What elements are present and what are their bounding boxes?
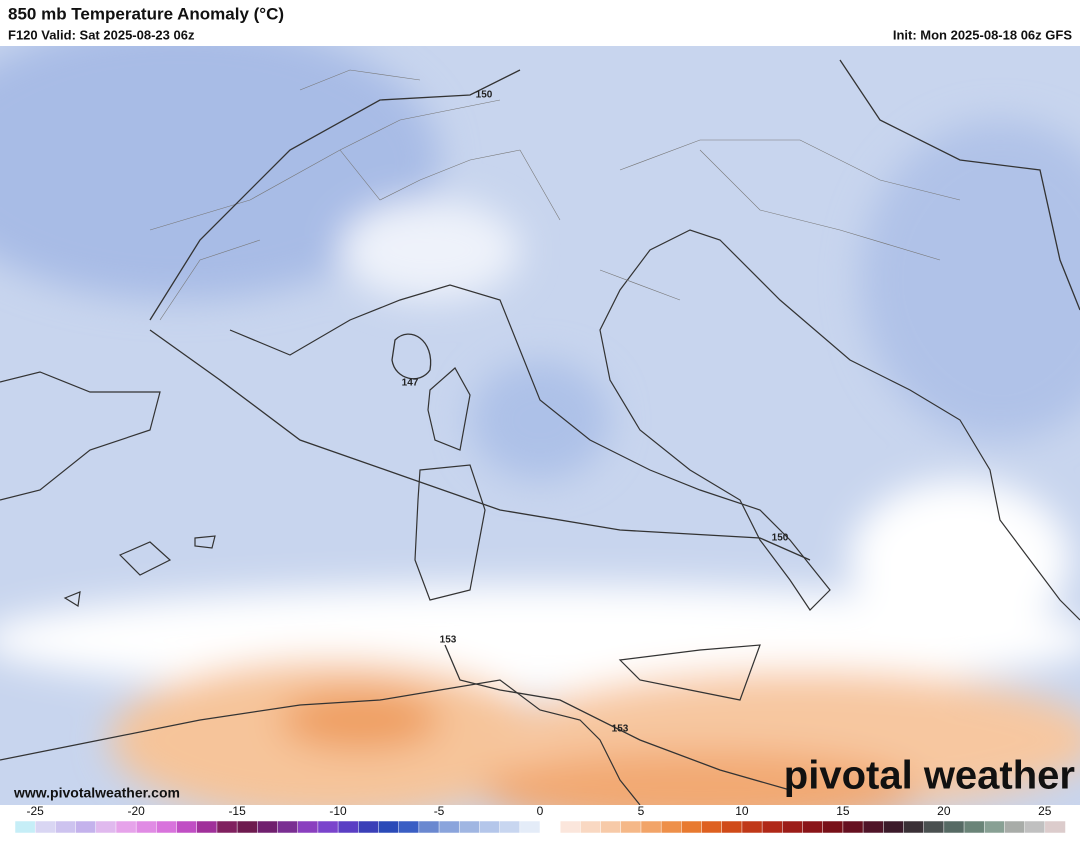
colorbar-swatch: [983, 820, 1006, 834]
colorbar-tick-label: 10: [735, 804, 749, 818]
colorbar-tick-label: 0: [537, 804, 544, 818]
colorbar-swatch: [236, 820, 259, 834]
colorbar-swatch: [640, 820, 662, 834]
colorbar-swatch: [539, 820, 561, 834]
sicily: [618, 644, 761, 701]
coastline: [0, 679, 641, 805]
colorbar-swatch: [358, 820, 380, 834]
colorbar-swatch: [115, 820, 137, 834]
colorbar-swatch: [499, 820, 521, 834]
colorbar-swatch: [438, 820, 460, 834]
colorbar-swatch: [257, 820, 279, 834]
balearic-islands: [63, 535, 216, 607]
colorbar-swatch: [216, 820, 238, 834]
colorbar-swatch: [277, 820, 299, 834]
borders: [149, 69, 961, 321]
colorbar-swatch: [963, 820, 985, 834]
contour-label: 147: [402, 378, 419, 389]
colorbar-swatch: [721, 820, 743, 834]
colorbar-tick-label: 15: [836, 804, 850, 818]
colorbar-swatch: [95, 820, 117, 834]
logo: pivotal weather: [784, 754, 1075, 798]
contour-label: 150: [772, 533, 789, 544]
colorbar-swatch: [378, 820, 400, 834]
colorbar-swatch: [34, 820, 57, 834]
corsica: [427, 367, 471, 451]
colorbar-swatch: [620, 820, 642, 834]
colorbar-swatch: [580, 820, 602, 834]
colorbar-swatch: [519, 820, 541, 834]
colorbar-swatch: [398, 820, 420, 834]
contour: [149, 69, 521, 321]
contour: [839, 59, 1080, 311]
colorbar-swatch: [1044, 820, 1066, 834]
colorbar-swatch: [600, 820, 622, 834]
colorbar-swatch: [701, 820, 723, 834]
contour: [444, 644, 791, 791]
colorbar-swatch: [903, 820, 925, 834]
colorbar-swatch: [337, 820, 360, 834]
colorbar-swatch: [55, 820, 77, 834]
title: 850 mb Temperature Anomaly (°C): [8, 4, 284, 23]
colorbar-swatch: [761, 820, 784, 834]
colorbar-swatch: [782, 820, 804, 834]
colorbar-swatch: [1004, 820, 1026, 834]
contour: [391, 333, 432, 380]
colorbar-swatch: [418, 820, 440, 834]
colorbar-swatch: [862, 820, 885, 834]
colorbar-tick-label: -20: [127, 804, 145, 818]
colorbar-swatch: [176, 820, 198, 834]
contour-label: 153: [440, 635, 457, 646]
colorbar-swatch: [75, 820, 97, 834]
colorbar-tick-label: -15: [228, 804, 246, 818]
colorbar-swatch: [802, 820, 824, 834]
colorbar-tick-label: -25: [27, 804, 45, 818]
colorbar: -25 -20 -15 -10 -5 0 5 10 15 20 25: [14, 804, 1066, 834]
colorbar-swatch: [196, 820, 218, 834]
colorbar-swatch: [923, 820, 945, 834]
contour-label: 153: [612, 724, 629, 735]
contour-label: 150: [476, 90, 493, 101]
colorbar-swatch: [883, 820, 905, 834]
colorbar-swatch: [297, 820, 319, 834]
colorbar-swatch: [681, 820, 703, 834]
colorbar-swatch: [317, 820, 339, 834]
colorbar-swatch: [842, 820, 864, 834]
colorbar-swatch: [559, 820, 582, 834]
map: 150 147 150 153 153: [0, 46, 1080, 805]
init-time: Init: Mon 2025-08-18 06z GFS: [893, 27, 1072, 42]
contour: [149, 329, 811, 561]
colorbar-tick-label: 20: [937, 804, 951, 818]
coastline: [0, 371, 161, 501]
coastline: [229, 229, 1080, 621]
colorbar-swatch: [660, 820, 683, 834]
colorbar-swatch: [741, 820, 763, 834]
colorbar-swatch: [135, 820, 158, 834]
colorbar-swatch: [822, 820, 844, 834]
source-url: www.pivotalweather.com: [13, 785, 180, 801]
colorbar-swatch: [14, 820, 36, 834]
colorbar-swatch: [479, 820, 501, 834]
colorbar-swatch: [943, 820, 965, 834]
colorbar-tick-label: -10: [329, 804, 347, 818]
colorbar-swatch: [458, 820, 481, 834]
colorbar-swatch: [156, 820, 178, 834]
colorbar-swatch: [1024, 820, 1046, 834]
anomaly-field: [0, 46, 1080, 805]
colorbar-tick-label: -5: [434, 804, 445, 818]
colorbar-tick-label: 25: [1038, 804, 1052, 818]
colorbar-tick-label: 5: [638, 804, 645, 818]
sardinia: [414, 464, 486, 601]
valid-time: F120 Valid: Sat 2025-08-23 06z: [8, 27, 195, 42]
